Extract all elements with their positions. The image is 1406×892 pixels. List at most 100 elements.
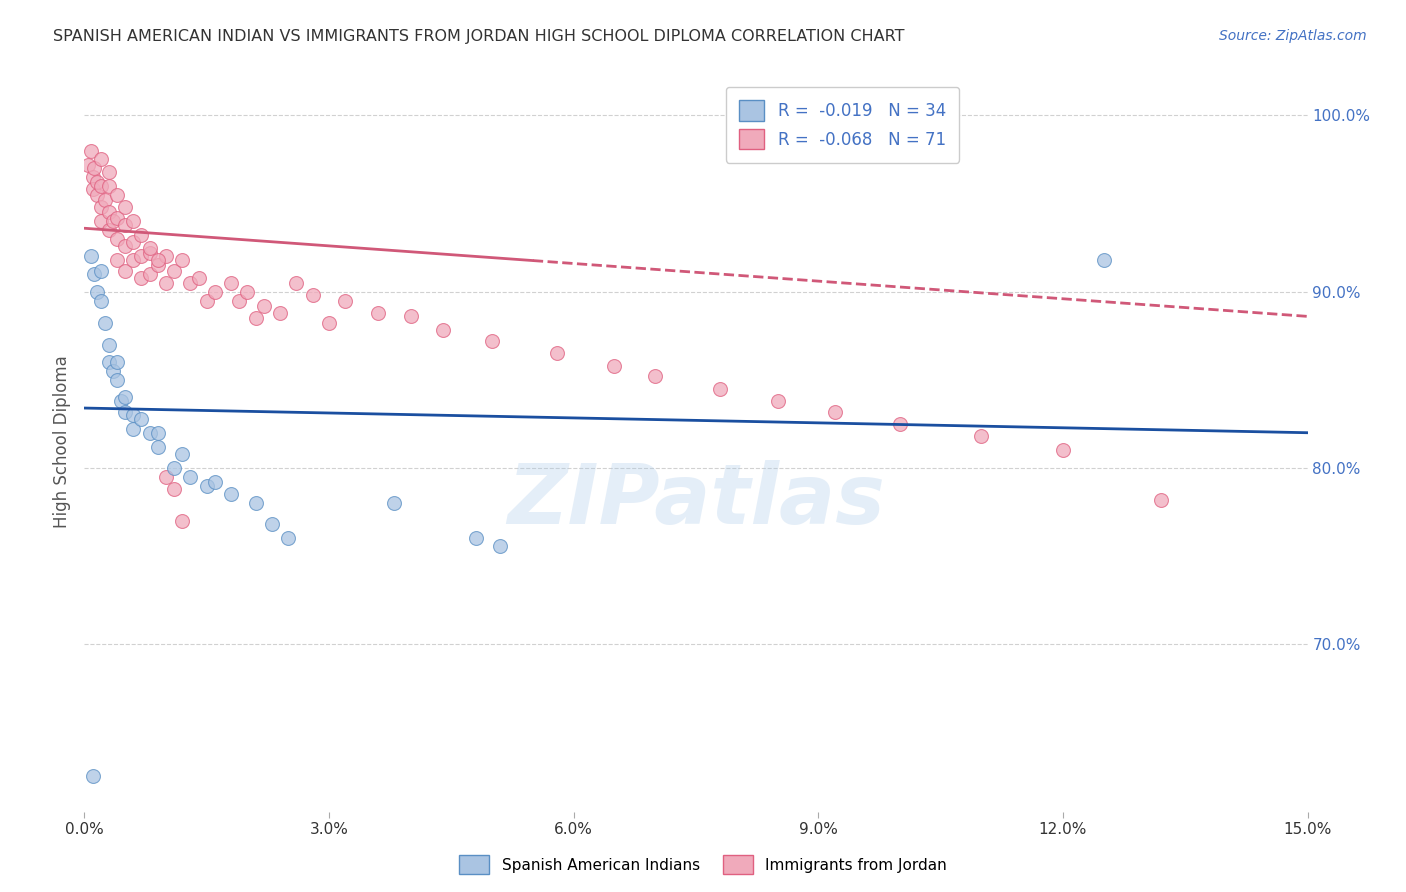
Point: [97, 165, 120, 179]
Point: [114, 200, 136, 214]
Point: [97, 337, 120, 351]
Point: [93, 317, 115, 331]
Point: [122, 235, 145, 250]
Point: [122, 422, 145, 436]
Point: [187, 270, 209, 285]
Point: [432, 324, 454, 338]
Point: [97, 178, 120, 193]
Point: [219, 276, 242, 290]
Point: [90, 263, 112, 277]
Point: [204, 475, 226, 489]
Point: [970, 429, 993, 443]
Point: [1092, 252, 1115, 267]
Point: [131, 228, 153, 243]
Text: Source: ZipAtlas.com: Source: ZipAtlas.com: [1219, 29, 1367, 43]
Point: [399, 310, 422, 324]
Point: [245, 496, 267, 510]
Point: [83, 267, 105, 281]
Point: [122, 214, 145, 228]
Point: [1052, 443, 1074, 458]
Point: [97, 205, 120, 219]
Point: [105, 373, 128, 387]
Point: [90, 178, 112, 193]
Point: [367, 306, 389, 320]
Point: [464, 532, 486, 546]
Point: [83, 161, 105, 176]
Point: [86, 187, 108, 202]
Point: [146, 252, 169, 267]
Point: [195, 478, 218, 492]
Point: [269, 306, 291, 320]
Point: [1150, 492, 1173, 507]
Point: [90, 200, 112, 214]
Point: [110, 394, 132, 409]
Point: [97, 355, 120, 369]
Point: [163, 461, 186, 475]
Point: [101, 364, 124, 378]
Point: [481, 334, 503, 348]
Point: [195, 293, 218, 308]
Point: [335, 293, 357, 308]
Point: [277, 532, 299, 546]
Point: [90, 214, 112, 228]
Text: SPANISH AMERICAN INDIAN VS IMMIGRANTS FROM JORDAN HIGH SCHOOL DIPLOMA CORRELATIO: SPANISH AMERICAN INDIAN VS IMMIGRANTS FR…: [53, 29, 905, 44]
Point: [114, 263, 136, 277]
Point: [80, 250, 103, 264]
Point: [155, 250, 177, 264]
Point: [236, 285, 259, 299]
Point: [163, 482, 186, 496]
Point: [86, 285, 108, 299]
Point: [155, 276, 177, 290]
Point: [101, 214, 124, 228]
Point: [146, 440, 169, 454]
Y-axis label: High School Diploma: High School Diploma: [53, 355, 72, 528]
Point: [204, 285, 226, 299]
Point: [138, 267, 160, 281]
Point: [163, 263, 186, 277]
Point: [766, 394, 789, 409]
Point: [105, 211, 128, 225]
Point: [382, 496, 405, 510]
Point: [105, 355, 128, 369]
Point: [603, 359, 626, 373]
Point: [245, 311, 267, 326]
Point: [228, 293, 250, 308]
Point: [114, 239, 136, 253]
Point: [80, 144, 103, 158]
Point: [644, 369, 666, 384]
Point: [114, 391, 136, 405]
Point: [114, 404, 136, 418]
Point: [86, 176, 108, 190]
Text: ZIPatlas: ZIPatlas: [508, 460, 884, 541]
Point: [122, 252, 145, 267]
Point: [82, 769, 104, 783]
Point: [285, 276, 308, 290]
Point: [146, 258, 169, 272]
Point: [179, 276, 201, 290]
Point: [138, 246, 160, 260]
Point: [131, 270, 153, 285]
Point: [172, 447, 194, 461]
Point: [77, 158, 100, 172]
Point: [82, 182, 104, 196]
Legend: Spanish American Indians, Immigrants from Jordan: Spanish American Indians, Immigrants fro…: [453, 849, 953, 880]
Point: [105, 252, 128, 267]
Point: [105, 232, 128, 246]
Point: [146, 425, 169, 440]
Point: [219, 487, 242, 501]
Point: [97, 223, 120, 237]
Point: [889, 417, 911, 431]
Point: [260, 517, 283, 532]
Point: [318, 317, 340, 331]
Point: [114, 218, 136, 232]
Point: [105, 187, 128, 202]
Point: [90, 153, 112, 167]
Point: [709, 382, 731, 396]
Point: [93, 193, 115, 207]
Point: [131, 411, 153, 425]
Point: [172, 514, 194, 528]
Point: [301, 288, 323, 302]
Point: [824, 404, 846, 418]
Point: [546, 346, 568, 360]
Point: [489, 539, 512, 553]
